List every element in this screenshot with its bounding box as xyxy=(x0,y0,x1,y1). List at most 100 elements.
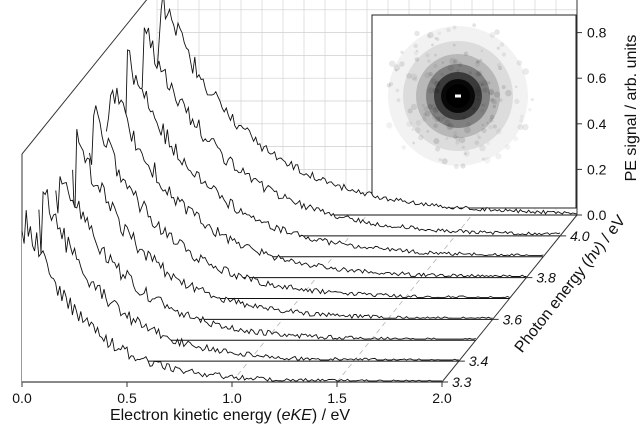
y-tick-label: 3.4 xyxy=(469,353,489,369)
inset-speckle xyxy=(412,76,418,82)
inset-speckle xyxy=(472,107,476,111)
inset-speckle xyxy=(475,60,479,64)
inset-speckle xyxy=(406,72,412,79)
series-line xyxy=(122,49,544,257)
inset-speckle xyxy=(414,127,421,134)
inset-speckle xyxy=(427,59,431,63)
inset-speckle xyxy=(407,108,413,114)
inset-speckle xyxy=(430,78,437,85)
inset-speckle xyxy=(453,59,459,65)
series-line xyxy=(156,0,578,215)
inset-speckle xyxy=(396,98,401,103)
inset-speckle xyxy=(426,34,431,39)
series-fill xyxy=(55,176,476,341)
x-tick-label: 0.0 xyxy=(12,390,32,406)
inset-speckle xyxy=(438,115,445,122)
inset-speckle xyxy=(442,115,447,120)
inset-speckle xyxy=(427,103,433,110)
inset-speckle xyxy=(492,100,498,106)
inset-speckle xyxy=(430,103,438,111)
inset-speckle xyxy=(489,90,494,95)
series-line xyxy=(105,87,527,278)
inset-speckle xyxy=(413,43,418,49)
inset-speckle xyxy=(432,87,440,94)
inset-speckle xyxy=(412,141,416,145)
inset-speckle xyxy=(481,79,489,86)
inset-speckle xyxy=(434,36,438,40)
z-axis-label: PE signal / arb. units xyxy=(623,35,640,182)
inset-speckle xyxy=(483,156,491,164)
z-tick-label: 0.4 xyxy=(587,116,607,132)
series-line xyxy=(38,189,459,361)
inset-speckle xyxy=(431,113,437,118)
inset-speckle xyxy=(436,89,441,93)
inset-speckle xyxy=(489,32,496,38)
series-line xyxy=(89,105,510,298)
series-line xyxy=(55,176,476,340)
inset-speckle xyxy=(453,134,458,140)
x-tick-label: 2.0 xyxy=(432,390,452,406)
inset-speckle xyxy=(453,131,458,136)
series-fill xyxy=(22,210,442,382)
z-tick-label: 0.2 xyxy=(587,161,607,177)
inset-speckle xyxy=(441,158,448,165)
inset-speckle xyxy=(414,57,420,62)
inset-speckle xyxy=(477,135,482,140)
inset-speckle xyxy=(415,49,419,53)
inset-speckle xyxy=(421,103,425,107)
inset-speckle xyxy=(458,136,466,144)
inset-speckle xyxy=(410,103,418,110)
inset-speckle xyxy=(433,63,438,69)
inset-speckle xyxy=(480,49,484,53)
inset-speckle xyxy=(514,85,518,89)
inset-speckle xyxy=(460,163,466,169)
inset-speckle xyxy=(386,122,393,129)
inset-speckle xyxy=(452,25,457,30)
inset-speckle xyxy=(434,116,441,123)
inset-speckle xyxy=(474,71,481,77)
inset-speckle xyxy=(433,107,437,111)
y-tick-label: 3.8 xyxy=(536,270,556,286)
series-fill xyxy=(106,87,527,278)
inset-speckle xyxy=(424,72,431,79)
inset-speckle xyxy=(514,98,520,105)
z-tick-label: 0.6 xyxy=(587,70,607,86)
inset-image xyxy=(371,14,577,209)
series-line xyxy=(72,129,493,320)
inset-speckle xyxy=(428,71,433,77)
series-line xyxy=(139,27,561,236)
x-tick-label: 0.5 xyxy=(117,390,137,406)
inset-speckle xyxy=(455,136,461,142)
ticks-group: 0.0 0.5 1.0 1.5 2.03.3 3.4 3.6 3.8 4.0 0.0 0.2 0.4 0… xyxy=(12,25,607,406)
inset-speckle xyxy=(481,103,485,107)
series-fill xyxy=(157,0,577,215)
inset-speckle xyxy=(426,129,430,133)
inset-speckle xyxy=(433,123,438,129)
inset-speckle xyxy=(479,144,486,152)
inset-speckle xyxy=(435,37,440,42)
inset-speckle xyxy=(394,68,398,72)
inset-speckle xyxy=(401,145,406,150)
inset-speckle xyxy=(441,61,445,64)
inset-speckle xyxy=(496,63,502,68)
inset-speckle xyxy=(444,119,451,126)
inset-speckle xyxy=(410,73,418,81)
inset-speckle xyxy=(479,58,483,62)
series-group xyxy=(21,0,578,383)
inset-speckle xyxy=(425,53,430,58)
inset-speckle xyxy=(516,59,523,66)
inset-speckle xyxy=(521,123,529,131)
inset-center-mark xyxy=(455,94,461,98)
inset-speckle xyxy=(399,61,405,67)
inset-speckle xyxy=(446,27,451,33)
inset-speckle xyxy=(414,30,420,37)
z-tick-label: 0.8 xyxy=(587,25,607,41)
z-tick-label: 0.0 xyxy=(587,207,607,223)
inset-speckle xyxy=(432,87,439,94)
inset-speckle xyxy=(386,83,391,88)
inset-speckle xyxy=(434,80,441,88)
inset-speckle xyxy=(446,124,452,131)
inset-speckle xyxy=(489,118,494,123)
inset-speckle xyxy=(462,116,466,120)
